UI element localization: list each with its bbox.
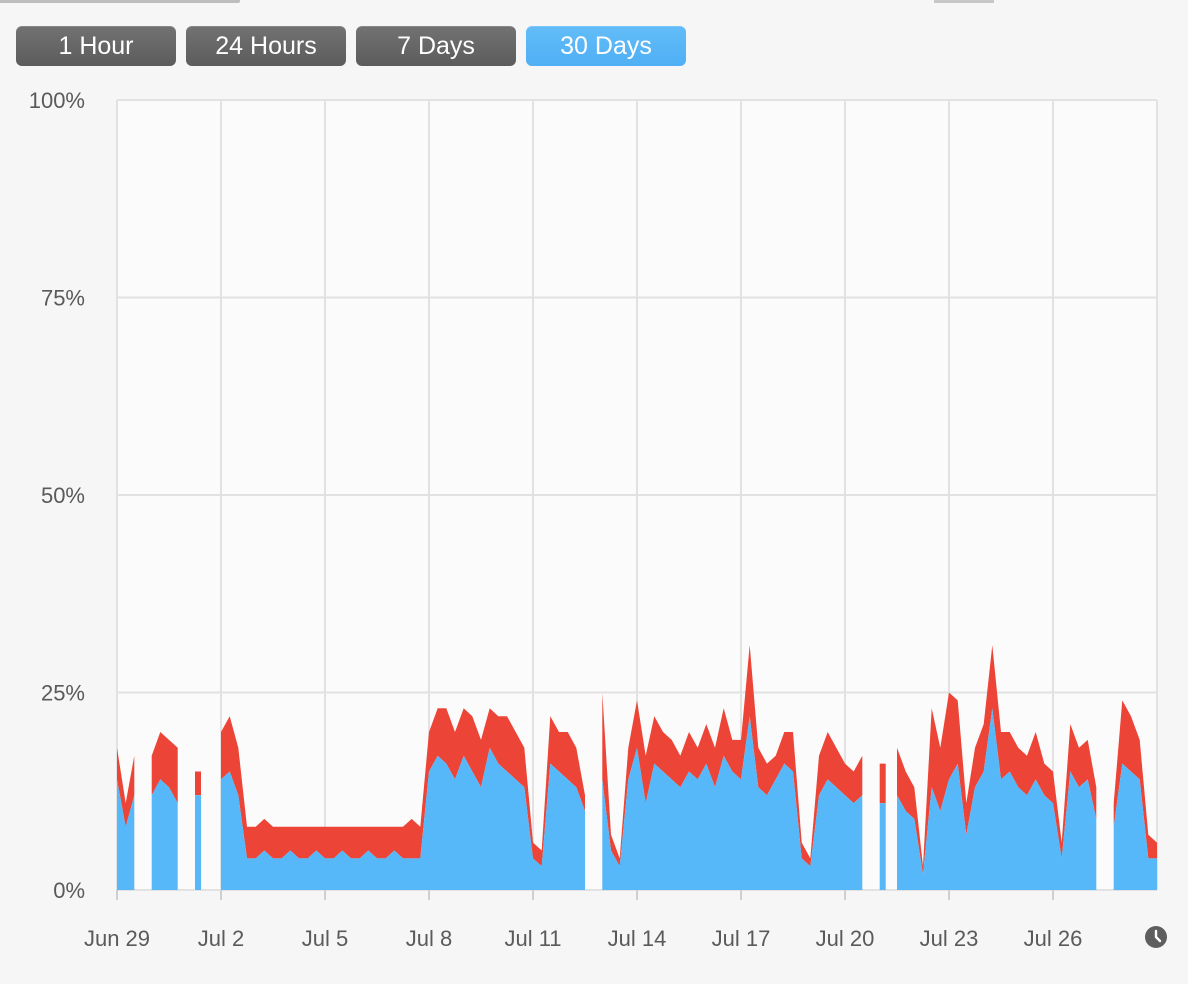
range-button-7-days[interactable]: 7 Days <box>356 26 516 66</box>
x-tick-label: Jul 20 <box>816 926 875 951</box>
x-tick-label: Jul 14 <box>608 926 667 951</box>
series-2-area <box>117 747 135 827</box>
x-tick-label: Jul 17 <box>712 926 771 951</box>
x-tick-label: Jul 5 <box>302 926 348 951</box>
range-button-30-days[interactable]: 30 Days <box>526 26 686 66</box>
x-tick-label: Jul 8 <box>406 926 452 951</box>
series-2-area <box>221 708 585 867</box>
area-series <box>117 645 1157 890</box>
x-tick-label: Jul 26 <box>1024 926 1083 951</box>
x-axis: Jun 29 Jul 2 Jul 5 Jul 8 Jul 11 Jul 14 Jul 17 J… <box>84 890 1082 951</box>
y-tick-label: 25% <box>41 681 85 706</box>
x-tick-label: Jul 11 <box>504 926 561 951</box>
series-1-area <box>195 795 201 890</box>
series-1-area <box>602 716 863 890</box>
y-tick-label: 0% <box>53 878 85 903</box>
series-1-area <box>897 708 1097 890</box>
x-tick-label: Jul 23 <box>920 926 979 951</box>
series-2-area <box>602 645 863 867</box>
series-1-area <box>221 747 585 890</box>
series-2-area <box>897 645 1097 875</box>
range-button-24-hours[interactable]: 24 Hours <box>186 26 346 66</box>
range-button-1-hour[interactable]: 1 Hour <box>16 26 176 66</box>
series-2-area <box>1113 700 1157 859</box>
series-2-area <box>195 771 201 796</box>
x-tick-label: Jun 29 <box>84 926 150 951</box>
clock-icon[interactable] <box>1145 926 1167 948</box>
series-2-area <box>151 732 178 804</box>
y-tick-label: 100% <box>29 88 85 113</box>
series-2-area <box>879 763 886 804</box>
series-1-area <box>879 803 886 890</box>
series-1-area <box>1113 763 1157 890</box>
cropped-text-fragment <box>0 0 240 3</box>
window-top-edge <box>0 0 1188 12</box>
series-1-area <box>117 779 135 890</box>
series-1-area <box>151 779 178 890</box>
y-axis: 100% 75% 50% 25% 0% <box>29 88 85 903</box>
x-tick-label: Jul 2 <box>198 926 244 951</box>
y-tick-label: 75% <box>41 286 85 311</box>
cropped-text-fragment-right <box>934 0 994 3</box>
y-tick-label: 50% <box>41 483 85 508</box>
